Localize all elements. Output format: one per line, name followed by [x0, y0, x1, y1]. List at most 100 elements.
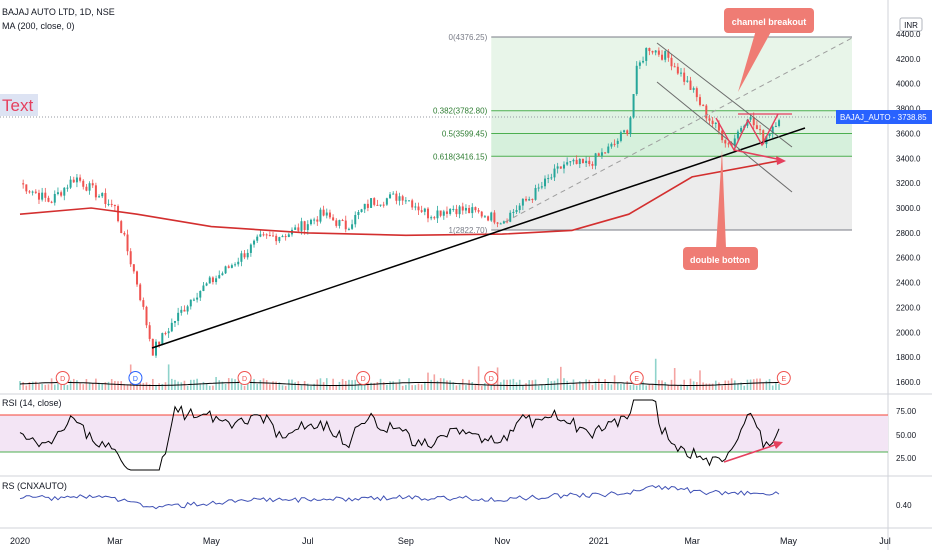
price-tick: 2000.0: [896, 328, 921, 337]
candle-body: [752, 117, 755, 126]
volume-bar: [759, 378, 761, 390]
candle-body: [632, 94, 635, 118]
candle-body: [366, 203, 369, 208]
volume-bar: [243, 385, 246, 390]
callout-box[interactable]: [724, 8, 814, 33]
event-marker[interactable]: [776, 371, 791, 385]
volume-bar: [262, 378, 265, 390]
support-trendline[interactable]: [151, 127, 806, 349]
price-tick: 3200.0: [896, 179, 921, 188]
double-bottom-callout[interactable]: double botton: [683, 150, 758, 270]
drawings[interactable]: [151, 37, 853, 349]
volume-bar: [335, 384, 338, 390]
volume-bar: [101, 384, 104, 390]
volume-bar: [480, 385, 483, 390]
event-marker[interactable]: [55, 371, 70, 385]
ma200-line: [19, 160, 780, 237]
candle-body: [53, 193, 56, 203]
candle-body: [591, 164, 594, 166]
time-tick: May: [780, 536, 798, 546]
volume-bar: [167, 364, 170, 390]
currency-box[interactable]: [899, 17, 923, 32]
event-marker-letter: D: [60, 376, 65, 383]
candle-body: [616, 140, 619, 144]
volume-bar: [588, 379, 591, 390]
candle-body: [597, 153, 600, 156]
candle-body: [714, 122, 717, 124]
fib-level-label: 0.382(3782.80): [433, 107, 488, 116]
projection-arrow-line[interactable]: [733, 149, 783, 161]
price-tick: 2200.0: [896, 303, 921, 312]
volume-bar: [28, 382, 31, 390]
candle-body: [142, 300, 145, 307]
candle-body: [373, 198, 376, 205]
channel-breakout-callout[interactable]: channel breakout: [724, 8, 814, 92]
text-tool-bg[interactable]: [0, 94, 38, 116]
candle-body: [749, 117, 752, 120]
volume-bar: [389, 381, 391, 390]
candle-body: [309, 219, 312, 225]
candle-body: [351, 224, 354, 229]
volume-bar: [414, 385, 417, 390]
candle-body: [110, 203, 113, 205]
candle-body: [433, 217, 436, 219]
candle-body: [445, 211, 448, 214]
volume-bar: [234, 379, 236, 390]
event-marker[interactable]: [237, 371, 252, 385]
fib-zone: [491, 156, 852, 231]
callout-box[interactable]: [683, 247, 758, 270]
volume-bar: [733, 380, 736, 390]
candle-body: [702, 104, 705, 106]
event-marker[interactable]: [356, 371, 371, 385]
candle-body: [759, 129, 762, 131]
candle-body: [404, 200, 407, 202]
volume-bar: [256, 383, 259, 390]
candle-body: [705, 105, 708, 119]
candle-body: [531, 199, 534, 201]
candle-body: [506, 221, 509, 223]
candle-body: [537, 187, 540, 189]
volume-bar: [227, 378, 230, 390]
volume-bar: [632, 380, 635, 390]
text-tool-label[interactable]: Text: [2, 96, 33, 115]
candle-body: [547, 178, 550, 180]
candle-body: [75, 177, 78, 183]
candle-body: [28, 191, 31, 193]
volume-bar: [449, 380, 451, 390]
candle-body: [170, 322, 173, 332]
volume-bar: [50, 378, 53, 390]
channel-lower-line[interactable]: [656, 81, 793, 193]
dashed-projection-line[interactable]: [504, 37, 853, 223]
volume-bar: [465, 385, 467, 390]
candle-body: [771, 126, 774, 134]
price-axis[interactable]: 1600.0 1800.0 2000.0 2200.0 2400.0 2600.0 2800…: [896, 30, 921, 387]
event-marker[interactable]: [484, 371, 499, 385]
candle-body: [243, 253, 246, 258]
candle-body: [389, 194, 392, 199]
volume-bar: [19, 381, 21, 390]
candle-body: [139, 284, 142, 301]
time-tick: 2020: [10, 536, 30, 546]
time-axis[interactable]: 2020 Mar May Jul Sep Nov 2021 Mar May Jul: [10, 536, 891, 546]
volume-bar: [420, 384, 423, 390]
candle-body: [553, 168, 556, 178]
fib-retracement[interactable]: 0(4376.25) 0.382(3782.80) 0.5(3599.45) 0.61…: [433, 33, 852, 235]
candle-body: [518, 205, 521, 211]
candle-body: [468, 207, 471, 214]
event-marker[interactable]: [128, 371, 143, 385]
volume-bar: [148, 384, 151, 390]
candle-body: [755, 125, 758, 130]
candle-body: [645, 48, 648, 61]
candle-body: [686, 80, 689, 82]
rsi-arrow-line[interactable]: [723, 443, 779, 463]
volume-bar: [718, 382, 720, 390]
candle-body: [487, 216, 490, 221]
volume-bar: [746, 379, 749, 390]
event-marker[interactable]: [629, 371, 644, 385]
volume-bar: [458, 384, 461, 390]
volume-bar: [300, 385, 303, 390]
candle-body: [556, 166, 559, 169]
double-bottom-pattern[interactable]: [715, 113, 779, 152]
